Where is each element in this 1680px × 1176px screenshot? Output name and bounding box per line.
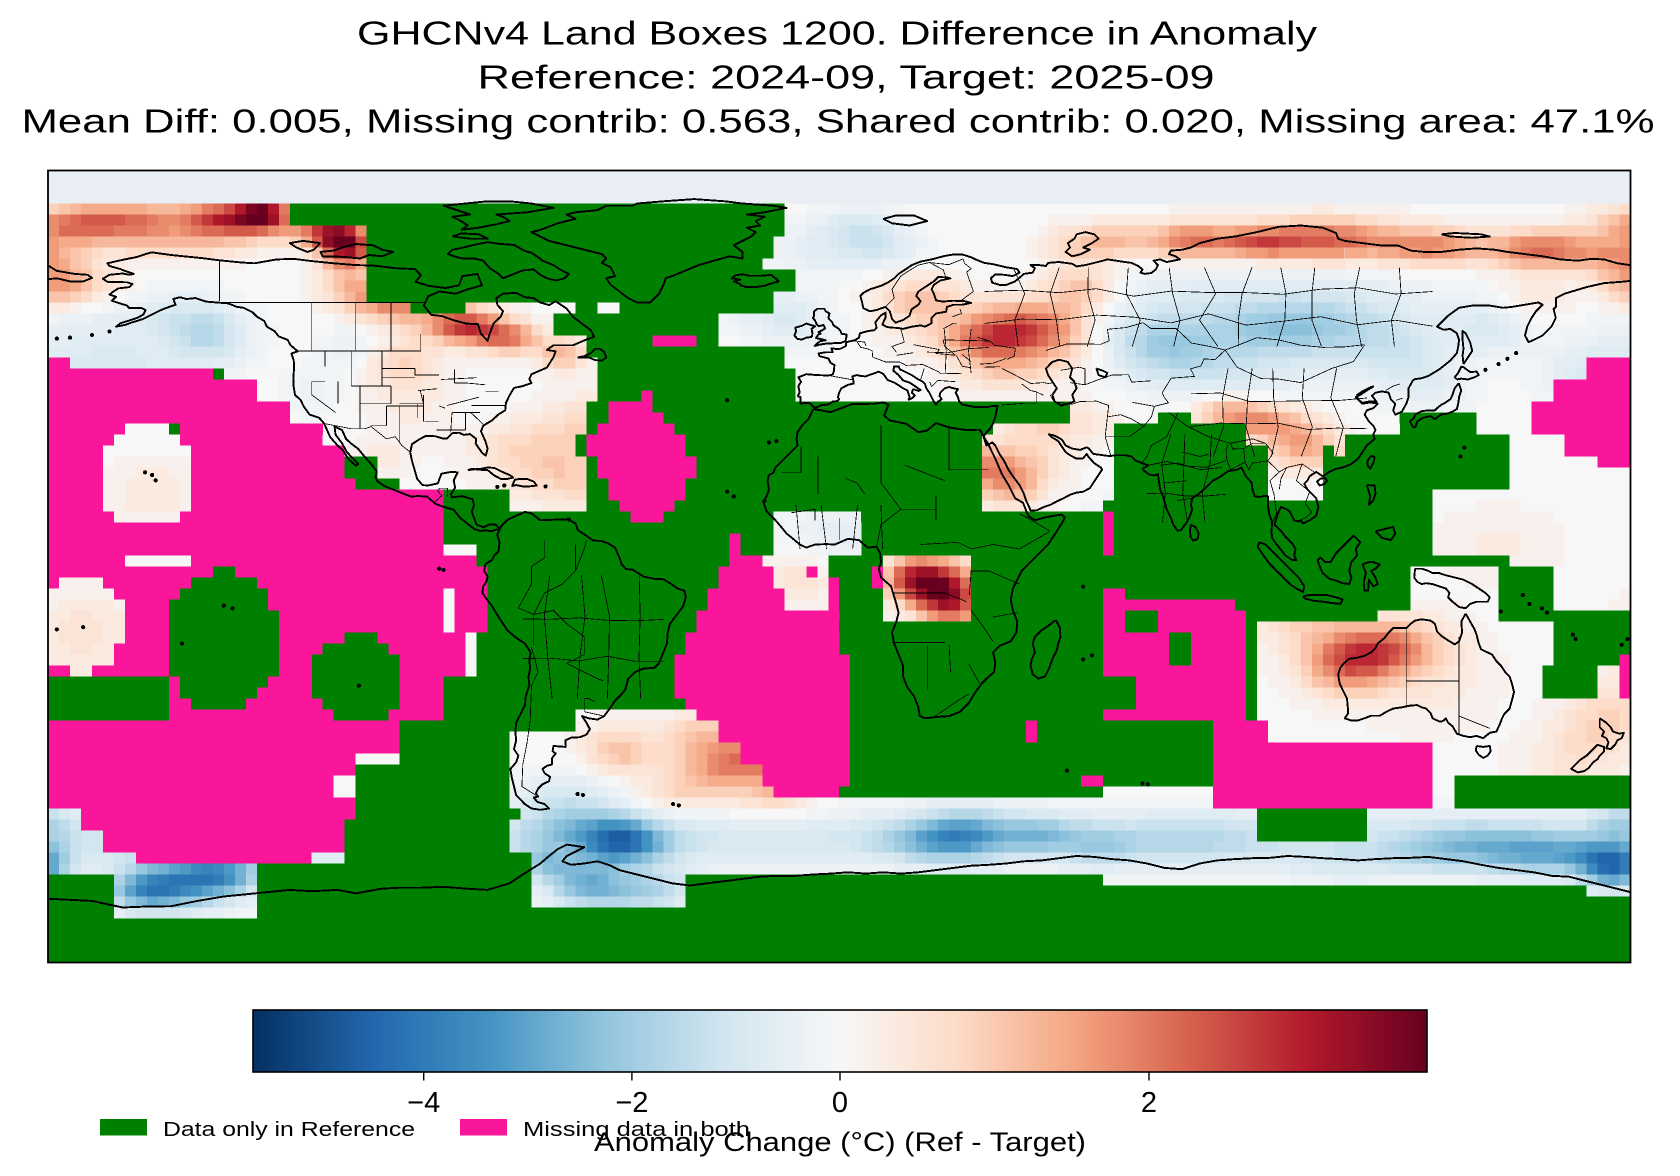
svg-text:−2: −2 (615, 1087, 648, 1119)
svg-text:Reference: 2024-09, Target: 20: Reference: 2024-09, Target: 2025-09 (478, 59, 1215, 96)
svg-text:Missing data in both: Missing data in both (523, 1119, 750, 1141)
svg-text:0: 0 (832, 1087, 848, 1119)
svg-text:Mean Diff: 0.005, Missing cont: Mean Diff: 0.005, Missing contrib: 0.563… (22, 103, 1655, 140)
svg-text:Anomaly Change (°C) (Ref - Tar: Anomaly Change (°C) (Ref - Target) (594, 1127, 1086, 1157)
svg-text:−4: −4 (407, 1087, 440, 1119)
svg-text:Data only in Reference: Data only in Reference (163, 1119, 415, 1141)
svg-text:GHCNv4 Land Boxes 1200. Differ: GHCNv4 Land Boxes 1200. Difference in An… (357, 15, 1318, 52)
svg-text:2: 2 (1141, 1087, 1157, 1119)
